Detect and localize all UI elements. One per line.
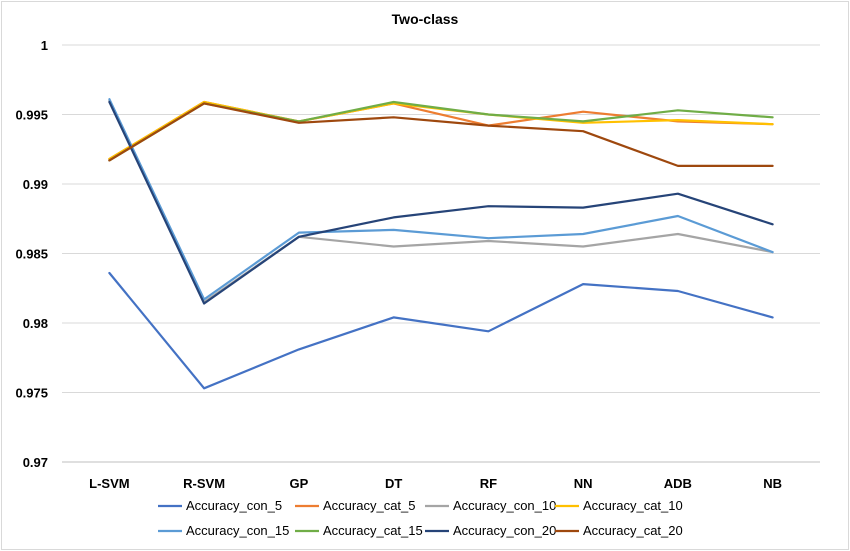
chart-title: Two-class [392,11,459,27]
series-line-accuracy-con-15 [108,98,774,301]
legend-item: Accuracy_con_5 [158,498,282,513]
legend-item: Accuracy_cat_20 [555,523,683,538]
x-tick-label: RF [480,476,497,491]
legend-label: Accuracy_cat_20 [583,523,683,538]
legend-label: Accuracy_cat_10 [583,498,683,513]
x-tick-label: GP [289,476,308,491]
series-line-accuracy-cat-15 [108,100,774,162]
series-line-accuracy-con-20 [108,100,774,305]
x-tick-label: NB [763,476,782,491]
legend-item: Accuracy_con_10 [425,498,556,513]
x-tick-label: DT [385,476,402,491]
legend-item: Accuracy_con_15 [158,523,289,538]
legend-item: Accuracy_con_20 [425,523,556,538]
y-tick-label: 0.995 [15,108,48,123]
y-tick-label: 0.97 [23,455,48,470]
series-line-accuracy-con-5 [108,271,774,390]
y-tick-label: 0.975 [15,386,48,401]
y-tick-label: 0.985 [15,247,48,262]
x-axis-ticks: L-SVM R-SVM GP DT RF NN ADB NB [89,476,782,491]
y-tick-label: 0.99 [23,177,48,192]
series-lines [108,98,774,390]
legend-label: Accuracy_con_15 [186,523,289,538]
y-axis-ticks: 0.97 0.975 0.98 0.985 0.99 0.995 1 [15,38,48,470]
legend-label: Accuracy_con_10 [453,498,556,513]
x-tick-label: R-SVM [183,476,225,491]
series-line-accuracy-con-10 [108,99,774,304]
y-tick-label: 0.98 [23,316,48,331]
legend-item: Accuracy_cat_15 [295,523,423,538]
legend-label: Accuracy_con_5 [186,498,282,513]
y-tick-label: 1 [41,38,48,53]
legend-item: Accuracy_cat_10 [555,498,683,513]
legend: Accuracy_con_5 Accuracy_cat_5 Accuracy_con… [158,498,683,538]
legend-label: Accuracy_con_20 [453,523,556,538]
x-tick-label: L-SVM [89,476,129,491]
legend-label: Accuracy_cat_15 [323,523,423,538]
x-tick-label: NN [574,476,593,491]
x-tick-label: ADB [664,476,692,491]
legend-item: Accuracy_cat_5 [295,498,416,513]
legend-label: Accuracy_cat_5 [323,498,416,513]
series-line-accuracy-cat-20 [108,102,774,167]
